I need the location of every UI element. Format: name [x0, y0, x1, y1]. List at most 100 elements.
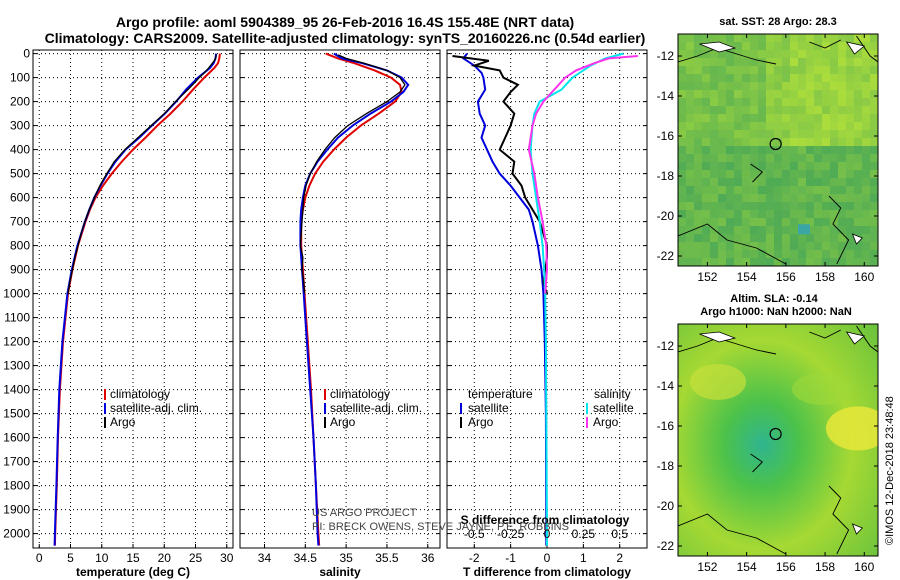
island-shape — [851, 233, 864, 245]
sst-cell — [790, 186, 798, 194]
sst-cell — [806, 138, 814, 146]
depth-tick-label: 1800 — [3, 479, 30, 493]
sst-cell — [790, 82, 798, 90]
sst-cell — [838, 202, 846, 210]
sst-cell — [814, 50, 822, 58]
sst-cell — [790, 234, 798, 242]
sst-cell — [726, 106, 734, 114]
sst-cell — [790, 218, 798, 226]
coast-contour — [856, 325, 878, 353]
sst-cell — [686, 226, 694, 234]
sst-cell — [846, 162, 854, 170]
sst-cell — [814, 242, 822, 250]
sst-cell — [742, 122, 750, 130]
sst-cell — [726, 234, 734, 242]
sst-cell — [702, 218, 710, 226]
sst-cell — [710, 258, 718, 266]
sst-cell — [774, 242, 782, 250]
sst-cell — [718, 34, 726, 42]
sst-cell — [686, 34, 694, 42]
sst-cell — [758, 122, 766, 130]
sst-cell — [806, 146, 814, 154]
sst-cell — [822, 66, 830, 74]
sst-cell — [750, 154, 758, 162]
sst-cell — [806, 130, 814, 138]
sst-cell — [822, 58, 830, 66]
sst-cell — [822, 50, 830, 58]
series-line-climatology — [53, 53, 221, 546]
sst-cell — [766, 234, 774, 242]
argo-float-marker — [769, 427, 782, 441]
series-line-satellite-adj-clim- — [53, 53, 218, 546]
sst-cell — [702, 74, 710, 82]
map-y-tick-label: -20 — [657, 499, 675, 513]
sst-cell — [798, 138, 806, 146]
sst-cell — [854, 162, 862, 170]
sst-cell — [846, 114, 854, 122]
sst-cell — [678, 162, 686, 170]
x-tick-label: -1 — [505, 551, 516, 565]
sst-cell — [870, 122, 878, 130]
sst-cell — [814, 34, 822, 42]
sst-cell — [750, 74, 758, 82]
sst-cell — [758, 154, 766, 162]
sst-cell — [806, 50, 814, 58]
sst-cell — [798, 194, 806, 202]
sst-cell — [838, 146, 846, 154]
depth-tick-label: 1900 — [3, 503, 30, 517]
sst-cell — [830, 258, 838, 266]
sst-cell — [814, 162, 822, 170]
sst-cell — [750, 98, 758, 106]
x-tick-label: 1 — [580, 551, 587, 565]
sst-cell — [838, 178, 846, 186]
sst-cell — [870, 90, 878, 98]
profile-plots: 0100200300400500600700800900100011001200… — [3, 47, 648, 579]
legend-label-argo: Argo — [330, 415, 356, 429]
sst-cell — [774, 202, 782, 210]
sst-cell — [726, 242, 734, 250]
coast-contour — [828, 195, 850, 265]
sst-cell — [782, 106, 790, 114]
sst-cell — [742, 42, 750, 50]
sst-cell — [758, 194, 766, 202]
sst-cell — [774, 42, 782, 50]
sst-cell — [718, 242, 726, 250]
sst-cell — [838, 210, 846, 218]
sst-cell — [790, 114, 798, 122]
sst-cell — [694, 146, 702, 154]
sst-cell — [750, 130, 758, 138]
sst-cell — [766, 34, 774, 42]
sst-cell — [782, 154, 790, 162]
sst-cell — [774, 106, 782, 114]
sst-cell — [790, 162, 798, 170]
sst-cell — [734, 258, 742, 266]
depth-tick-label: 1100 — [4, 311, 30, 325]
sst-cell — [710, 170, 718, 178]
sst-cell — [686, 250, 694, 258]
map-field — [678, 324, 878, 556]
sst-cell — [846, 66, 854, 74]
sst-cell — [766, 242, 774, 250]
depth-tick-label: 800 — [10, 239, 30, 253]
sst-cell — [790, 194, 798, 202]
legend-label-climatology: climatology — [330, 387, 390, 401]
x-tick-label: 0 — [544, 551, 551, 565]
sst-cell — [686, 138, 694, 146]
sst-cell — [758, 50, 766, 58]
depth-tick-label: 100 — [10, 71, 30, 85]
sst-cell — [678, 146, 686, 154]
series-line-salinity-satellite — [529, 52, 624, 546]
sst-cell — [750, 42, 758, 50]
sst-cell — [790, 242, 798, 250]
sst-cell — [870, 258, 878, 266]
sst-cell — [798, 58, 806, 66]
sst-cell — [758, 178, 766, 186]
sst-cell — [846, 194, 854, 202]
sst-cell — [694, 66, 702, 74]
sst-cell — [854, 170, 862, 178]
sst-cell — [854, 90, 862, 98]
sst-cell — [758, 186, 766, 194]
sst-cell — [726, 250, 734, 258]
legend-label-s-argo: Argo — [593, 415, 619, 429]
